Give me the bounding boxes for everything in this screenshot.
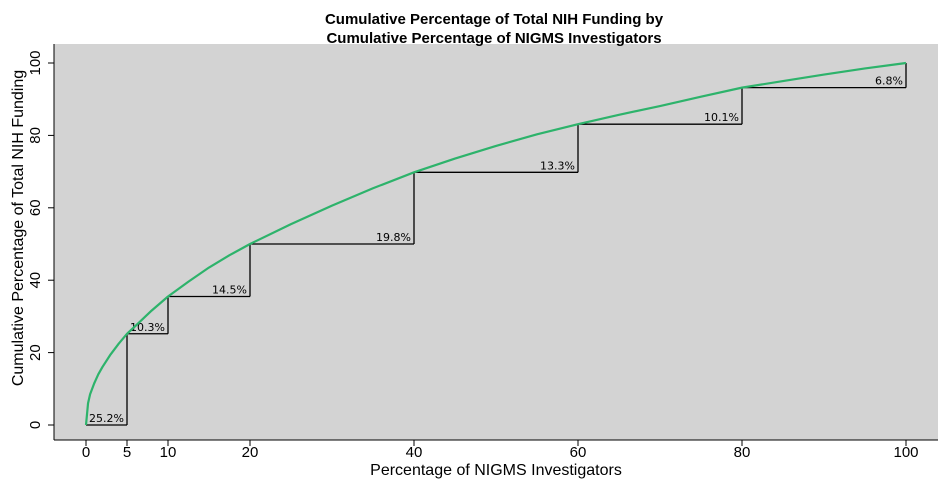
y-tick-label: 40 <box>27 272 44 289</box>
y-axis-label: Cumulative Percentage of Total NIH Fundi… <box>10 70 27 386</box>
chart-title-line-1: Cumulative Percentage of Total NIH Fundi… <box>325 11 664 28</box>
step-label: 14.5% <box>212 283 247 296</box>
y-tick-label: 60 <box>27 199 44 216</box>
x-tick-label: 5 <box>123 444 131 461</box>
x-tick-label: 40 <box>406 444 423 461</box>
x-axis-label: Percentage of NIGMS Investigators <box>370 462 622 479</box>
axes-layer: 0 5 10 20 40 60 80 100 0 20 40 60 80 100 <box>27 44 938 461</box>
x-tick-label: 60 <box>570 444 587 461</box>
x-tick-label: 100 <box>893 444 918 461</box>
chart-title-line-2: Cumulative Percentage of NIGMS Investiga… <box>326 30 661 47</box>
x-tick-label: 80 <box>734 444 751 461</box>
y-tick-label: 80 <box>27 127 44 144</box>
plot-background <box>54 44 938 440</box>
y-tick-label: 0 <box>27 421 44 429</box>
cumulative-curve <box>84 61 907 426</box>
y-tick-label: 20 <box>27 344 44 361</box>
step-label: 13.3% <box>540 159 575 172</box>
x-tick-label: 20 <box>242 444 259 461</box>
plot-layer: 25.2%10.3%14.5%19.8%13.3%10.1%6.8% <box>84 61 907 426</box>
y-tick-label: 100 <box>27 50 44 75</box>
x-tick-label: 10 <box>160 444 177 461</box>
step-label: 10.1% <box>704 111 739 124</box>
step-label: 19.8% <box>376 231 411 244</box>
x-tick-label: 0 <box>82 444 90 461</box>
step-label: 6.8% <box>875 75 903 88</box>
step-label: 25.2% <box>89 412 124 425</box>
